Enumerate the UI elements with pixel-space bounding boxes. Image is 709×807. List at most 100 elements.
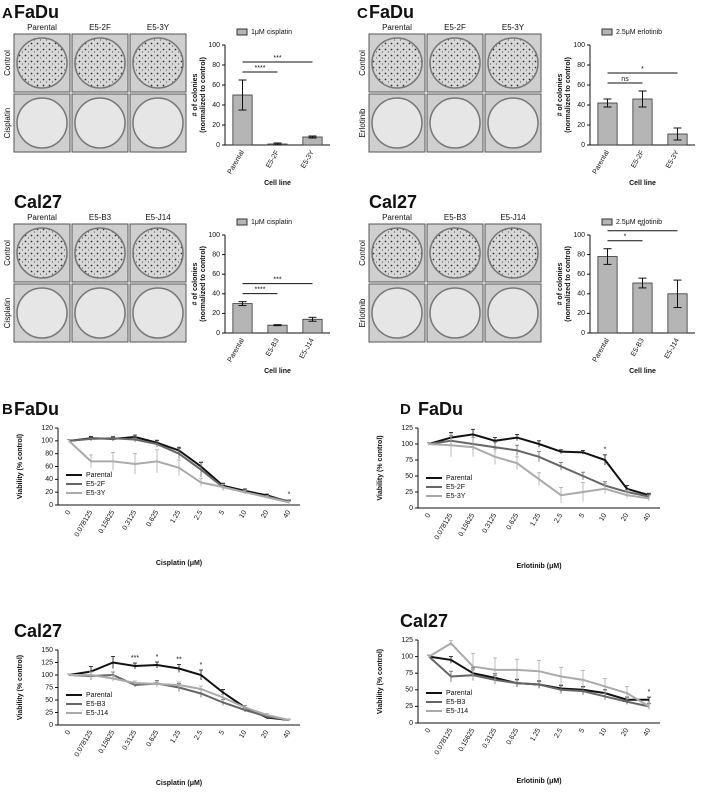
x-tick-label: 5 bbox=[578, 727, 586, 734]
well bbox=[132, 97, 184, 149]
well bbox=[371, 227, 423, 279]
legend-swatch bbox=[601, 28, 613, 36]
x-tick-label: 5 bbox=[218, 509, 226, 516]
x-tick-label: 2.5 bbox=[193, 509, 204, 521]
well bbox=[429, 227, 481, 279]
y-axis-label: # of colonies bbox=[192, 263, 199, 306]
x-tick-label: 5 bbox=[578, 512, 586, 519]
x-tick-label: 1.25 bbox=[169, 729, 182, 744]
x-axis-label: Cell line bbox=[264, 368, 291, 375]
y-tick-label: 60 bbox=[577, 82, 585, 89]
well bbox=[371, 37, 423, 89]
well bbox=[74, 37, 126, 89]
row-label: Control bbox=[3, 240, 12, 266]
bar bbox=[232, 303, 253, 334]
line bbox=[69, 674, 290, 721]
x-tick-label: 0.078125 bbox=[434, 727, 455, 756]
x-tick-label: 10 bbox=[238, 729, 248, 739]
y-tick-label: 0 bbox=[581, 142, 585, 149]
legend-label: 2.5μM erlotinib bbox=[616, 219, 662, 226]
x-tick-label: E5-3Y bbox=[300, 149, 316, 170]
y-tick-label: 100 bbox=[208, 232, 220, 239]
row-label: Cisplatin bbox=[3, 298, 12, 329]
y-tick-label: 25 bbox=[405, 489, 413, 496]
y-tick-label: 80 bbox=[212, 251, 220, 258]
x-tick-label: E5-J14 bbox=[664, 337, 681, 360]
y-tick-label: 60 bbox=[212, 82, 220, 89]
line bbox=[428, 655, 650, 708]
x-tick-label: 0.15625 bbox=[458, 512, 477, 538]
row-label: Erlotinib bbox=[358, 298, 367, 327]
well bbox=[132, 287, 184, 339]
line bbox=[428, 439, 650, 498]
column-label: Parental bbox=[382, 213, 412, 222]
y-tick-label: 125 bbox=[41, 659, 53, 666]
x-tick-label: Parental bbox=[227, 337, 246, 363]
x-tick-label: 0.625 bbox=[506, 727, 521, 746]
x-tick-label: 0.3125 bbox=[482, 512, 499, 534]
y-tick-label: 20 bbox=[45, 489, 53, 496]
y-tick-label: 40 bbox=[45, 476, 53, 483]
well bbox=[487, 97, 539, 149]
panel-letter: C bbox=[357, 5, 368, 22]
x-tick-label: 0.15625 bbox=[458, 727, 477, 753]
x-tick-label: 5 bbox=[218, 729, 226, 736]
x-tick-label: 40 bbox=[282, 509, 292, 519]
y-axis-label: # of colonies bbox=[557, 74, 564, 117]
significance-label: **** bbox=[255, 65, 266, 72]
chart-title: FaDu bbox=[418, 399, 463, 419]
x-tick-label: 40 bbox=[282, 729, 292, 739]
panel-letter: D bbox=[400, 401, 411, 418]
y-tick-label: 60 bbox=[45, 463, 53, 470]
x-tick-label: E5-J14 bbox=[299, 337, 316, 360]
x-tick-label: 0.15625 bbox=[98, 729, 117, 755]
legend-label: Parental bbox=[86, 692, 113, 699]
panel-letter: B bbox=[2, 401, 13, 418]
x-tick-label: 0.078125 bbox=[74, 509, 95, 538]
bar bbox=[632, 282, 653, 334]
x-tick-label: 10 bbox=[238, 509, 248, 519]
y-axis-label: Viability (% control) bbox=[377, 435, 384, 500]
legend-swatch bbox=[601, 218, 613, 226]
y-tick-label: 25 bbox=[45, 709, 53, 716]
y-tick-label: 100 bbox=[41, 438, 53, 445]
x-axis-label: Cell line bbox=[629, 368, 656, 375]
well bbox=[371, 287, 423, 339]
y-tick-label: 80 bbox=[577, 62, 585, 69]
y-tick-label: 100 bbox=[573, 42, 585, 49]
well bbox=[132, 227, 184, 279]
significance-label: *** bbox=[273, 276, 281, 283]
x-tick-label: 0.3125 bbox=[482, 727, 499, 749]
x-tick-label: E5-B3 bbox=[630, 337, 646, 357]
y-tick-label: 60 bbox=[212, 271, 220, 278]
x-tick-label: 20 bbox=[620, 512, 630, 522]
y-tick-label: 100 bbox=[401, 653, 413, 660]
y-tick-label: 20 bbox=[577, 310, 585, 317]
annotation: * bbox=[200, 662, 203, 669]
x-tick-label: E5-B3 bbox=[265, 337, 281, 357]
y-tick-label: 100 bbox=[41, 672, 53, 679]
x-tick-label: E5-2F bbox=[630, 149, 646, 169]
annotation: * bbox=[604, 447, 607, 454]
legend-label: Parental bbox=[446, 690, 473, 697]
well bbox=[16, 287, 68, 339]
well bbox=[16, 227, 68, 279]
line bbox=[428, 443, 650, 500]
well bbox=[74, 287, 126, 339]
x-tick-label: 2.5 bbox=[553, 727, 564, 739]
x-tick-label: 10 bbox=[598, 727, 608, 737]
y-tick-label: 75 bbox=[405, 670, 413, 677]
x-tick-label: Parental bbox=[592, 337, 611, 363]
x-tick-label: 0.625 bbox=[506, 512, 521, 531]
y-tick-label: 80 bbox=[45, 451, 53, 458]
y-axis-label: Viability (% control) bbox=[377, 649, 384, 714]
well bbox=[74, 227, 126, 279]
well bbox=[74, 97, 126, 149]
significance-label: **** bbox=[255, 286, 266, 293]
y-tick-label: 125 bbox=[401, 425, 413, 432]
row-label: Control bbox=[358, 240, 367, 266]
x-tick-label: 0 bbox=[424, 512, 432, 519]
y-tick-label: 60 bbox=[577, 271, 585, 278]
annotation: * bbox=[648, 689, 651, 696]
legend-label: E5-J14 bbox=[446, 708, 468, 715]
